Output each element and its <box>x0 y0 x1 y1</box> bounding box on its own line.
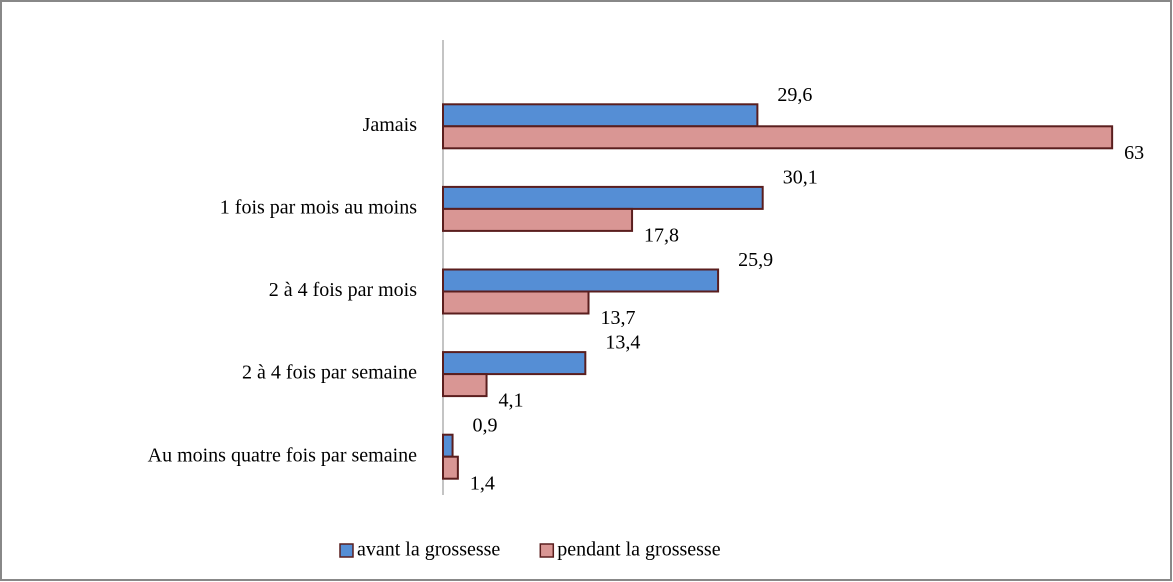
data-label: 0,9 <box>473 414 498 436</box>
y-tick-label: Au moins quatre fois par semaine <box>148 444 417 466</box>
legend-swatch <box>539 543 555 558</box>
y-tick-label: Jamais <box>363 114 418 136</box>
y-tick-label: 1 fois par mois au moins <box>220 196 417 218</box>
data-label: 30,1 <box>783 166 818 188</box>
data-label: 13,4 <box>605 332 640 354</box>
data-label: 63 <box>1124 142 1144 164</box>
bar <box>442 373 488 398</box>
bar <box>442 185 764 210</box>
legend-label: pendant la grossesse <box>557 539 720 561</box>
bar <box>442 207 634 232</box>
data-label: 17,8 <box>644 224 679 246</box>
bar <box>442 351 587 376</box>
bar <box>442 433 454 458</box>
bar <box>442 455 459 480</box>
y-tick-label: 2 à 4 fois par mois <box>269 279 418 301</box>
bar <box>442 103 759 128</box>
data-label: 25,9 <box>738 249 773 271</box>
data-label: 4,1 <box>499 390 524 412</box>
legend-label: avant la grossesse <box>357 539 500 561</box>
data-label: 13,7 <box>601 307 636 329</box>
bar <box>442 125 1114 150</box>
data-label: 29,6 <box>777 84 812 106</box>
y-tick-label: 2 à 4 fois par semaine <box>242 362 417 384</box>
bar <box>442 268 720 293</box>
data-label: 1,4 <box>470 472 495 494</box>
bar <box>442 290 590 315</box>
legend-swatch <box>339 543 354 558</box>
